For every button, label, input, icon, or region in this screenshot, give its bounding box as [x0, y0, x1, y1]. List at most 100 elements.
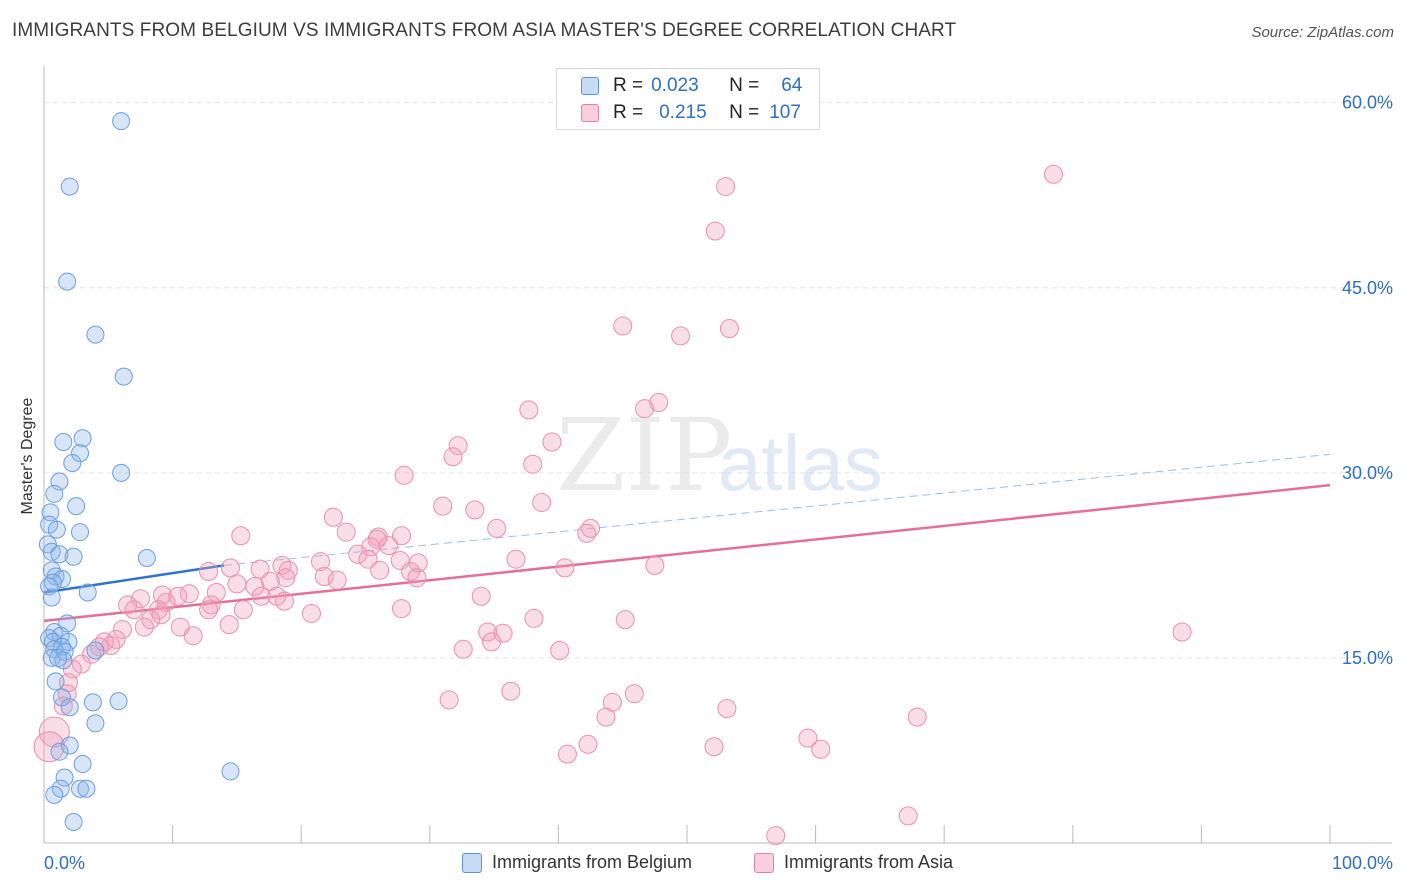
- asia-point: [898, 806, 918, 826]
- asia-point: [201, 595, 221, 615]
- belgium-point: [109, 692, 128, 711]
- asia-point: [327, 570, 347, 590]
- asia-point: [506, 549, 526, 569]
- asia-point: [719, 318, 739, 338]
- asia-point: [379, 536, 399, 556]
- belgium-swatch: [581, 77, 599, 95]
- asia-point: [717, 699, 737, 719]
- source-credit: Source: ZipAtlas.com: [1251, 24, 1394, 41]
- asia-point: [392, 599, 412, 619]
- belgium-point: [78, 583, 97, 602]
- asia-point: [645, 555, 665, 575]
- y-tick-label: 15.0%: [1342, 648, 1393, 668]
- asia-point: [613, 316, 633, 336]
- asia-point: [392, 526, 412, 546]
- asia-swatch: [581, 104, 599, 122]
- asia-point: [33, 731, 65, 763]
- asia-trend-line: [43, 483, 1331, 623]
- asia-point: [524, 608, 544, 628]
- asia-point: [112, 620, 132, 640]
- asia-point: [542, 432, 562, 452]
- asia-point: [766, 826, 786, 846]
- asia-point: [348, 544, 368, 564]
- belgium-point: [63, 453, 82, 472]
- belgium-point: [47, 520, 66, 539]
- legend-label-asia: Immigrants from Asia: [784, 852, 954, 872]
- asia-points: [33, 164, 1192, 846]
- belgium-point: [83, 693, 102, 712]
- asia-point: [635, 399, 655, 419]
- asia-point: [106, 629, 126, 649]
- y-tick-label: 30.0%: [1342, 463, 1393, 483]
- asia-point: [555, 558, 575, 578]
- asia-point: [71, 654, 91, 674]
- asia-point: [250, 559, 270, 579]
- belgium-point: [44, 573, 63, 592]
- asia-point: [443, 447, 463, 467]
- r-label: R =: [613, 102, 644, 123]
- belgium-point: [71, 523, 90, 542]
- asia-point: [704, 737, 724, 757]
- asia-point: [274, 591, 294, 611]
- asia-point: [557, 744, 577, 764]
- stats-legend: R = 0.023 N = 64 R = 0.215 N = 107: [556, 68, 820, 130]
- asia-point: [501, 681, 521, 701]
- asia-point: [141, 610, 161, 630]
- belgium-point: [44, 632, 63, 651]
- axes: [43, 66, 1392, 844]
- belgium-point: [58, 272, 77, 291]
- asia-point: [336, 522, 356, 542]
- belgium-point: [42, 648, 61, 667]
- asia-point: [519, 400, 539, 420]
- asia-point: [478, 622, 498, 642]
- bottom-legend: Immigrants from Belgium Immigrants from …: [0, 852, 1406, 878]
- asia-point: [370, 560, 390, 580]
- asia-point: [705, 221, 725, 241]
- n-value-belgium: 64: [781, 75, 803, 96]
- y-tick-label: 60.0%: [1342, 93, 1393, 113]
- belgium-point: [71, 444, 90, 463]
- r-value-belgium: 0.023: [651, 75, 699, 96]
- belgium-point: [86, 641, 105, 660]
- n-value-asia: 107: [769, 102, 801, 123]
- belgium-point: [71, 779, 90, 798]
- asia-point: [532, 492, 552, 512]
- asia-point: [199, 600, 219, 620]
- asia-point: [231, 526, 251, 546]
- asia-point: [453, 639, 473, 659]
- belgium-trend-extension: [223, 453, 1331, 566]
- belgium-point: [60, 736, 79, 755]
- asia-point: [487, 518, 507, 538]
- asia-point: [577, 523, 597, 543]
- belgium-point: [49, 648, 68, 667]
- r-value-asia: 0.215: [659, 102, 707, 123]
- asia-point: [301, 604, 321, 623]
- belgium-point: [64, 813, 83, 832]
- belgium-point: [73, 429, 92, 448]
- asia-point: [219, 615, 239, 635]
- belgium-point: [77, 779, 96, 798]
- legend-item-asia: Immigrants from Asia: [754, 852, 953, 873]
- asia-point: [811, 739, 831, 759]
- stats-row-asia: R = 0.215 N = 107: [581, 100, 801, 126]
- belgium-point: [112, 112, 131, 131]
- asia-point: [183, 626, 203, 646]
- asia-point: [278, 560, 298, 580]
- y-tick-label: 45.0%: [1342, 278, 1393, 298]
- asia-point: [245, 576, 265, 596]
- asia-point: [523, 454, 543, 474]
- asia-point: [358, 549, 378, 569]
- belgium-point: [73, 755, 92, 774]
- belgium-point: [221, 762, 240, 781]
- asia-point: [227, 574, 247, 594]
- belgium-points: [38, 112, 240, 832]
- legend-swatch-asia: [754, 852, 774, 873]
- legend-label-belgium: Immigrants from Belgium: [492, 852, 693, 872]
- belgium-point: [112, 463, 131, 482]
- asia-point: [615, 610, 635, 630]
- belgium-point: [55, 768, 74, 787]
- asia-point: [907, 707, 927, 727]
- belgium-point: [67, 497, 86, 516]
- asia-point: [482, 632, 502, 652]
